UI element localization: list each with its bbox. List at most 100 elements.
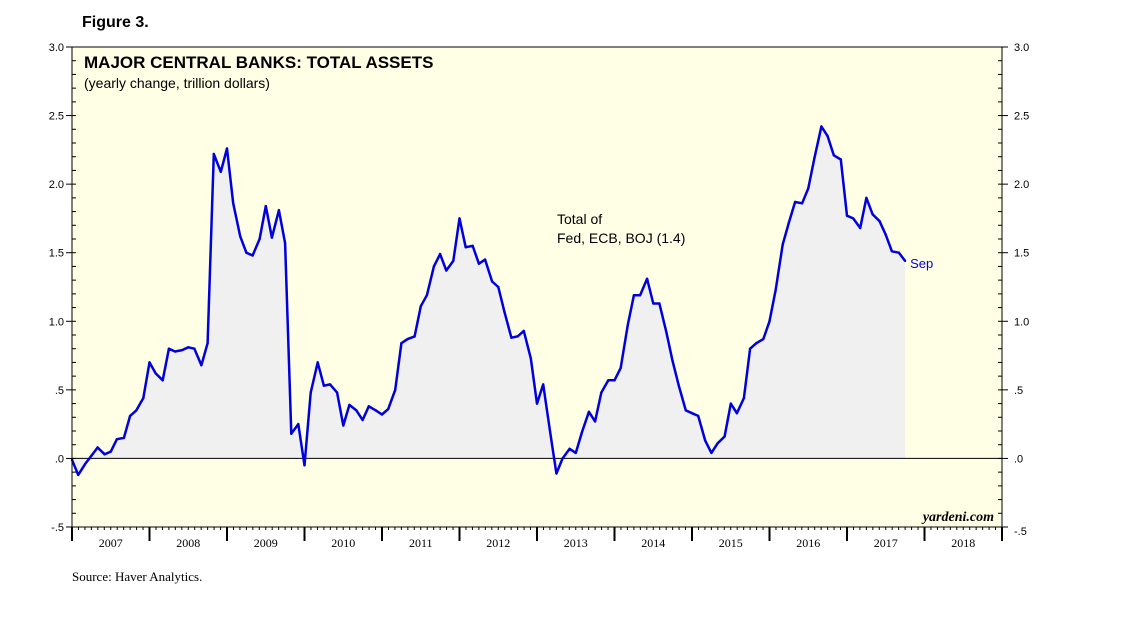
data-point [394, 388, 397, 392]
data-point [800, 202, 804, 205]
data-point [561, 457, 564, 460]
data-point [710, 451, 713, 455]
data-point [735, 412, 739, 415]
right-tick-label: 1.5 [1014, 248, 1029, 260]
left-tick-label: 2.5 [49, 111, 64, 123]
x-tick-label: 2007 [99, 536, 123, 550]
data-point [328, 383, 332, 386]
data-point [277, 209, 281, 212]
data-point [813, 156, 816, 160]
x-tick-label: 2011 [409, 536, 433, 550]
data-point [316, 361, 319, 364]
data-point [632, 294, 636, 297]
data-point [290, 432, 293, 435]
annotation-line-2: Fed, ECB, BOJ (1.4) [557, 230, 685, 246]
x-tick-label: 2009 [254, 536, 278, 550]
area-layer [72, 126, 906, 475]
data-point [109, 450, 113, 453]
data-point [490, 280, 494, 283]
data-point [251, 254, 254, 257]
data-point [820, 125, 823, 128]
data-point [587, 410, 591, 413]
data-point [716, 442, 719, 445]
data-point [555, 472, 558, 475]
data-point [225, 147, 229, 150]
data-point [400, 342, 403, 345]
data-point [723, 435, 726, 438]
x-tick-label: 2016 [796, 536, 820, 550]
data-point [684, 409, 687, 412]
left-tick-label: .5 [55, 385, 64, 397]
data-point [729, 402, 732, 405]
data-point [568, 447, 571, 450]
left-tick-label: 1.5 [49, 248, 64, 260]
data-point [297, 422, 300, 426]
data-point [115, 438, 119, 441]
data-point [445, 269, 448, 272]
data-point [187, 346, 190, 349]
data-point [84, 462, 87, 466]
data-point [322, 384, 326, 387]
data-point [593, 420, 597, 423]
data-point [781, 243, 784, 246]
figure-label: Figure 3. [82, 14, 149, 31]
data-point [503, 310, 506, 313]
left-tick-label: 3.0 [49, 42, 64, 54]
data-point [212, 152, 215, 156]
data-point [464, 246, 467, 249]
data-point [832, 154, 835, 157]
data-point [180, 348, 184, 352]
data-point [671, 359, 674, 363]
data-point [270, 236, 274, 239]
x-tick-label: 2018 [951, 536, 975, 550]
data-point [103, 453, 106, 456]
x-tick-label: 2014 [641, 536, 665, 550]
data-point [826, 134, 829, 138]
data-point [529, 357, 532, 360]
data-point [897, 251, 901, 254]
x-tick-label: 2010 [331, 536, 355, 550]
data-point [839, 158, 842, 161]
x-tick-label: 2017 [874, 536, 898, 550]
data-point [626, 324, 629, 327]
right-tick-label: .5 [1014, 385, 1023, 397]
right-tick-label: 1.0 [1014, 316, 1029, 328]
data-point [367, 405, 370, 408]
data-point [665, 331, 668, 334]
data-point [497, 285, 500, 289]
data-point [283, 241, 287, 245]
data-point [690, 412, 694, 415]
data-point [206, 342, 209, 345]
annotation-line-1: Total of [557, 211, 602, 227]
data-point [852, 217, 855, 220]
line-layer [70, 125, 907, 477]
right-tick-label: -.5 [1014, 526, 1027, 538]
data-point [658, 302, 661, 305]
data-point [890, 250, 894, 253]
data-point [748, 347, 752, 350]
data-point [697, 414, 700, 418]
data-point [607, 379, 610, 382]
data-point [200, 364, 203, 367]
source-note: Source: Haver Analytics. [72, 569, 203, 584]
data-point [77, 473, 80, 477]
data-point [452, 259, 455, 263]
x-tick-label: 2015 [719, 536, 743, 550]
data-point [90, 454, 93, 457]
data-point [477, 262, 481, 265]
data-point [859, 226, 862, 230]
data-point [348, 403, 351, 407]
data-point [516, 335, 519, 338]
right-tick-label: .0 [1014, 453, 1023, 465]
data-point [762, 337, 765, 341]
data-point [219, 170, 222, 173]
data-point [619, 366, 622, 370]
data-point [878, 220, 881, 223]
right-tick-label: 2.5 [1014, 111, 1029, 123]
data-point [355, 409, 358, 412]
data-point [239, 235, 242, 238]
data-point [380, 413, 384, 416]
data-point [774, 288, 777, 291]
data-point [193, 347, 196, 350]
